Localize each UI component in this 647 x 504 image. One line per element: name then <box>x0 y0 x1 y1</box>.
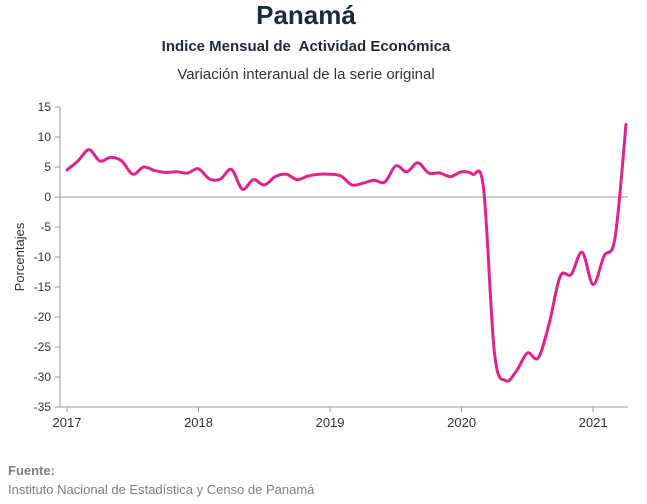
x-tick-label: 2020 <box>447 415 476 430</box>
x-tick-label: 2017 <box>53 415 82 430</box>
chart-subtitle-secondary: Variación interanual de la serie origina… <box>177 66 435 83</box>
series-line <box>65 122 628 383</box>
y-tick-label: 15 <box>38 100 52 114</box>
x-tick-label: 2021 <box>579 415 608 430</box>
source-text: Instituto Nacional de Estadística y Cens… <box>8 482 315 497</box>
chart-subtitle: Indice Mensual de Actividad Económica <box>161 38 451 55</box>
source-label: Fuente: <box>8 463 55 478</box>
chart-title: Panamá <box>256 0 356 30</box>
y-axis-title: Porcentajes <box>12 222 27 291</box>
y-tick-label: -35 <box>34 400 52 414</box>
x-tick-label: 2019 <box>316 415 345 430</box>
y-tick-label: 5 <box>44 160 51 174</box>
y-tick-label: 10 <box>38 130 52 144</box>
y-tick-label: -15 <box>34 280 52 294</box>
y-tick-label: -25 <box>34 340 52 354</box>
y-tick-label: -30 <box>34 370 52 384</box>
y-tick-label: 0 <box>44 190 51 204</box>
x-tick-label: 2018 <box>184 415 213 430</box>
y-tick-label: -20 <box>34 310 52 324</box>
y-tick-label: -5 <box>40 220 51 234</box>
y-tick-label: -10 <box>34 250 52 264</box>
